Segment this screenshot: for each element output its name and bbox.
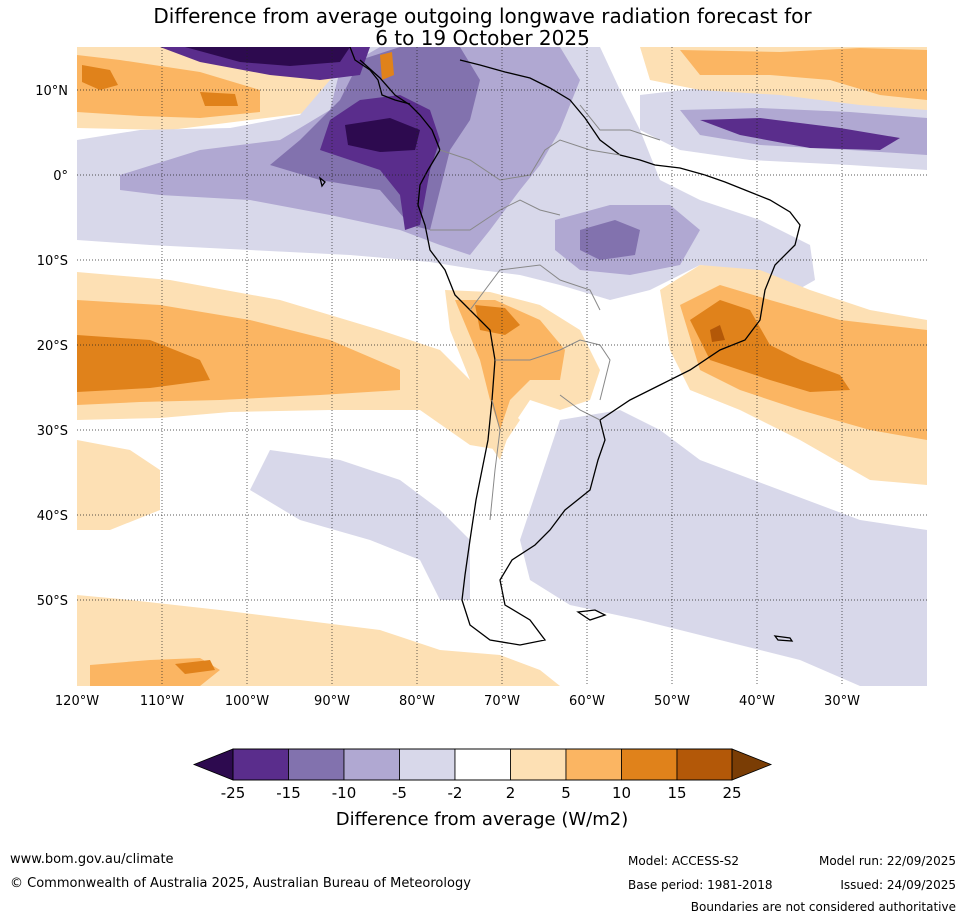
model-run-text: Model run: 22/09/2025 xyxy=(818,854,956,868)
anomaly-region xyxy=(380,52,394,80)
border-line xyxy=(469,264,601,311)
gridlines xyxy=(77,47,927,686)
lon-label: 120°W xyxy=(55,694,99,709)
map-title-line1: Difference from average outgoing longwav… xyxy=(153,4,812,28)
colorbar-segment xyxy=(676,748,733,781)
anomaly-region xyxy=(77,335,210,392)
lon-label: 80°W xyxy=(399,694,435,709)
colorbar-tick-label: 25 xyxy=(722,784,741,802)
colorbar-tick-label: 10 xyxy=(612,784,631,802)
anomaly-region xyxy=(82,65,118,90)
island-outline xyxy=(773,635,794,642)
anomaly-region xyxy=(345,118,420,152)
colorbar-segment xyxy=(399,748,456,781)
colorbar-tick-label: -2 xyxy=(448,784,463,802)
lat-label: 10°N xyxy=(35,84,68,99)
central-america-coastline xyxy=(349,47,411,105)
lon-label: 70°W xyxy=(484,694,520,709)
south-america-coastline xyxy=(359,59,801,646)
country-borders xyxy=(430,104,661,521)
base-period-text: Base period: 1981-2018 xyxy=(628,878,773,892)
anomaly-region xyxy=(77,440,160,530)
anomaly-region xyxy=(185,47,350,66)
colorbar-segment xyxy=(288,748,345,781)
colorbar-segment xyxy=(343,748,400,781)
lat-label: 10°S xyxy=(37,254,68,269)
anomaly-region xyxy=(580,220,640,260)
anomaly-region xyxy=(710,325,725,342)
colorbar-segment xyxy=(565,748,622,781)
copyright-text: © Commonwealth of Australia 2025, Austra… xyxy=(10,876,471,891)
colorbar-tick-label: 2 xyxy=(506,784,516,802)
island-outline xyxy=(318,176,326,188)
colorbar-label: Difference from average (W/m2) xyxy=(336,809,628,830)
issued-text: Issued: 24/09/2025 xyxy=(840,878,956,892)
anomaly-region xyxy=(680,48,927,100)
lat-label: 40°S xyxy=(37,509,68,524)
colorbar-tick-label: -15 xyxy=(276,784,301,802)
lon-label: 30°W xyxy=(824,694,860,709)
website-link[interactable]: www.bom.gov.au/climate xyxy=(10,852,174,867)
lat-label: 0° xyxy=(53,169,68,184)
coastlines xyxy=(318,47,801,646)
border-line xyxy=(430,199,561,231)
colorbar-tick-label: -25 xyxy=(221,784,246,802)
anomaly-region xyxy=(700,118,900,150)
colorbar: -25 -15 -10 -5 -2 2 5 10 15 25 Differenc… xyxy=(192,748,773,830)
colorbar-tick-label: 15 xyxy=(667,784,686,802)
island-outline xyxy=(576,609,607,621)
border-line xyxy=(559,394,601,421)
disclaimer-text: Boundaries are not considered authoritat… xyxy=(690,900,956,914)
model-text: Model: ACCESS-S2 xyxy=(628,854,740,868)
lat-label: 50°S xyxy=(37,594,68,609)
border-line xyxy=(489,399,501,521)
lon-label: 50°W xyxy=(654,694,690,709)
lon-label: 100°W xyxy=(225,694,269,709)
lon-label: 40°W xyxy=(739,694,775,709)
lon-label: 110°W xyxy=(140,694,184,709)
colorbar-tick-label: -5 xyxy=(392,784,407,802)
anomaly-region xyxy=(250,450,470,600)
colorbar-segment xyxy=(621,748,678,781)
anomaly-region xyxy=(475,305,520,335)
border-line xyxy=(579,104,661,141)
colorbar-tick-label: -10 xyxy=(332,784,357,802)
colorbar-frame xyxy=(232,748,733,781)
border-line xyxy=(439,139,621,181)
lon-labels: 120°W 110°W 100°W 90°W 80°W 70°W 60°W 50… xyxy=(55,694,860,709)
anomaly-field xyxy=(77,47,927,686)
lon-label: 60°W xyxy=(569,694,605,709)
colorbar-segment xyxy=(510,748,567,781)
anomaly-region xyxy=(455,300,565,430)
lat-label: 20°S xyxy=(37,339,68,354)
colorbar-tick-label: 5 xyxy=(561,784,571,802)
anomaly-region xyxy=(175,660,215,674)
anomaly-region xyxy=(200,92,238,106)
lon-label: 90°W xyxy=(314,694,350,709)
colorbar-arrow-left xyxy=(192,748,234,781)
border-line xyxy=(495,339,611,401)
anomaly-region xyxy=(690,300,850,392)
colorbar-arrow-right xyxy=(731,748,773,781)
map-title-line2: 6 to 19 October 2025 xyxy=(375,26,590,50)
lat-label: 30°S xyxy=(37,424,68,439)
colorbar-segment xyxy=(454,748,511,781)
lat-labels: 10°N 0° 10°S 20°S 30°S 40°S 50°S xyxy=(35,84,68,609)
anomaly-region xyxy=(520,410,927,686)
colorbar-ticks: -25 -15 -10 -5 -2 2 5 10 15 25 xyxy=(221,784,742,802)
colorbar-segment xyxy=(232,748,289,781)
